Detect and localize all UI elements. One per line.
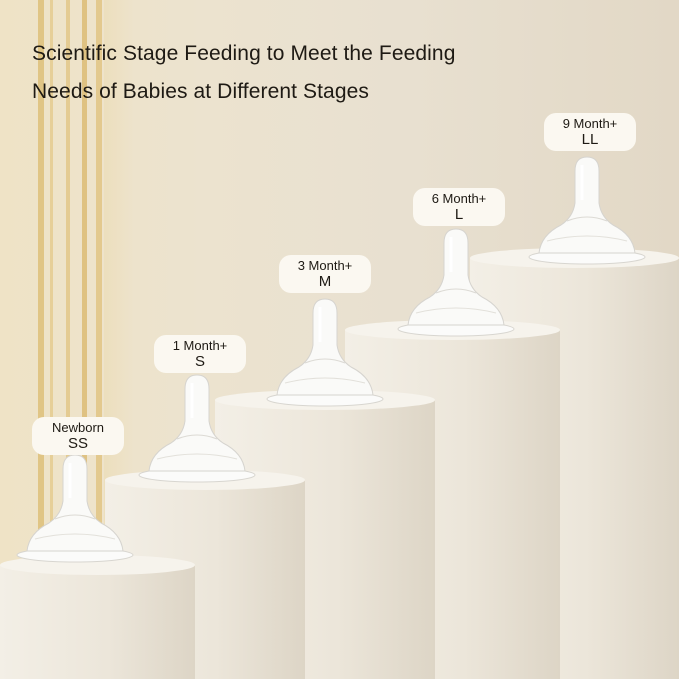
nipple-s-image — [137, 373, 257, 483]
nipple-m-image — [265, 297, 385, 407]
headline-line-2: Needs of Babies at Different Stages — [32, 80, 369, 103]
stage-label-newborn: Newborn SS — [32, 417, 124, 455]
stage-label-3-month: 3 Month+ M — [279, 255, 371, 293]
stage-age: Newborn — [51, 420, 105, 435]
stage-age: 6 Month+ — [431, 191, 487, 206]
stage-label-6-month: 6 Month+ L — [413, 188, 505, 226]
stripe — [38, 0, 44, 679]
nipple-l-image — [396, 227, 516, 337]
stripe — [96, 0, 102, 679]
stage-label-1-month: 1 Month+ S — [154, 335, 246, 373]
stage-size: S — [194, 353, 205, 370]
nipple-ll-image — [527, 155, 647, 265]
stage-label-9-month: 9 Month+ LL — [544, 113, 636, 151]
stage-age: 9 Month+ — [562, 116, 618, 131]
stage-size: L — [454, 206, 464, 223]
stage-size: SS — [67, 435, 88, 452]
stage-age: 3 Month+ — [297, 258, 353, 273]
stripe — [66, 0, 70, 679]
stripe — [82, 0, 87, 679]
nipple-ss-image — [15, 453, 135, 563]
stage-size: M — [318, 273, 332, 290]
pedestal-1 — [0, 555, 195, 679]
stage-age: 1 Month+ — [172, 338, 228, 353]
headline-line-1: Scientific Stage Feeding to Meet the Fee… — [32, 42, 456, 65]
stage-size: LL — [581, 131, 599, 148]
stripe — [50, 0, 53, 679]
